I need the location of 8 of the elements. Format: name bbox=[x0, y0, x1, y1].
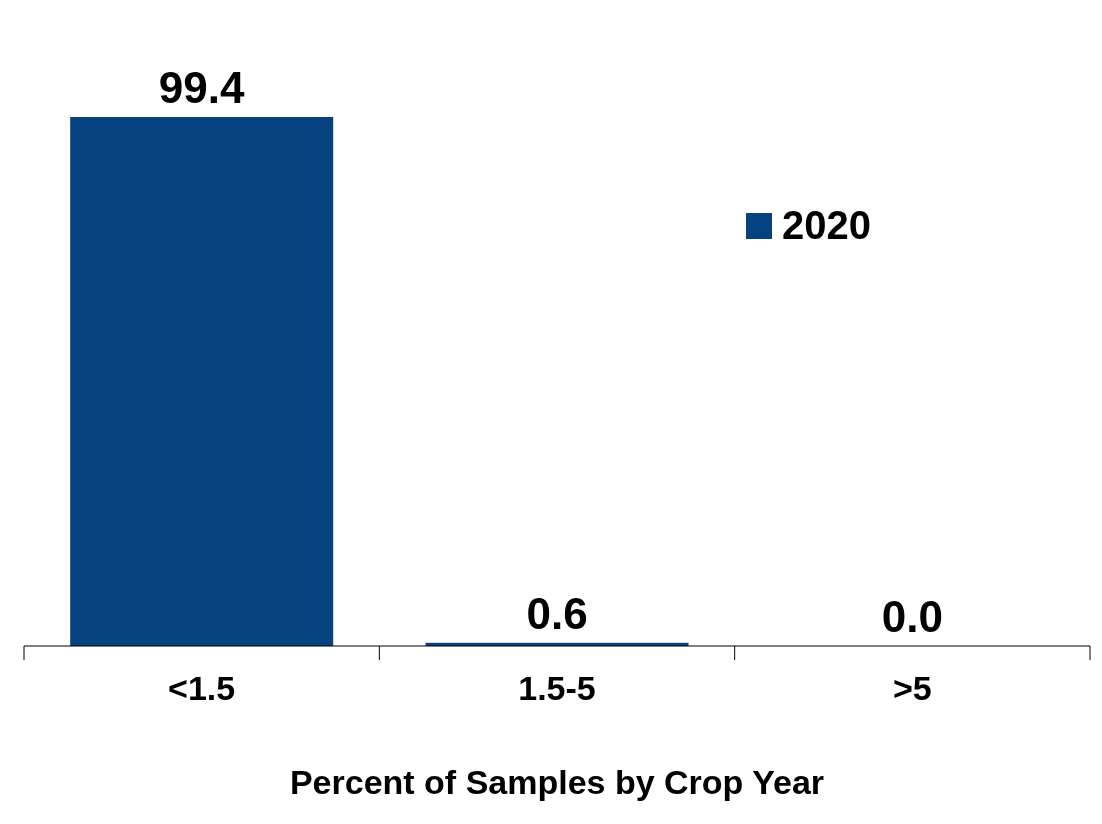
legend-label: 2020 bbox=[782, 203, 871, 248]
x-axis-title: Percent of Samples by Crop Year bbox=[289, 763, 825, 801]
x-tick-label: 1.5-5 bbox=[518, 669, 596, 707]
x-tick-label: <1.5 bbox=[168, 669, 236, 707]
x-tick-label: >5 bbox=[892, 669, 932, 707]
data-label: 99.4 bbox=[158, 63, 246, 112]
data-label: 0.0 bbox=[881, 592, 943, 641]
data-label: 0.6 bbox=[526, 588, 588, 638]
